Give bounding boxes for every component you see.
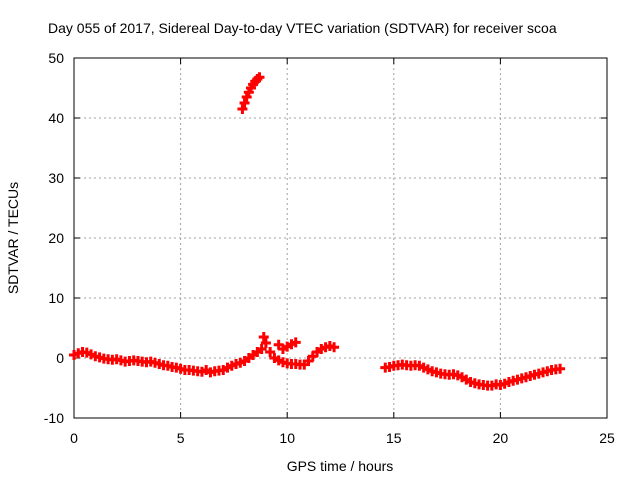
y-tick-label: 50 bbox=[48, 50, 64, 66]
y-axis-tick-labels: -10 0 10 20 30 40 50 bbox=[44, 50, 64, 426]
x-tick-label: 10 bbox=[279, 430, 295, 446]
series-segment-5 bbox=[380, 359, 566, 391]
x-axis-tick-labels: 0 5 10 15 20 25 bbox=[70, 430, 615, 446]
data-point bbox=[237, 104, 248, 114]
axis-ticks bbox=[73, 57, 608, 419]
chart-title: Day 055 of 2017, Sidereal Day-to-day VTE… bbox=[48, 20, 557, 36]
x-tick-label: 5 bbox=[177, 430, 185, 446]
data-point bbox=[254, 72, 265, 83]
data-point bbox=[258, 332, 269, 342]
x-tick-label: 20 bbox=[493, 430, 509, 446]
series-segment-3 bbox=[258, 332, 340, 370]
y-axis-title: SDTVAR / TECUs bbox=[5, 182, 21, 294]
data-point bbox=[256, 344, 267, 354]
x-tick-label: 25 bbox=[599, 430, 615, 446]
data-point bbox=[265, 347, 276, 357]
x-tick-label: 15 bbox=[386, 430, 402, 446]
data-points bbox=[69, 72, 566, 391]
y-tick-label: 30 bbox=[48, 170, 64, 186]
data-point bbox=[329, 342, 340, 353]
data-point bbox=[290, 337, 301, 348]
data-point bbox=[260, 338, 271, 348]
grid bbox=[74, 58, 607, 418]
series-segment-1 bbox=[69, 344, 267, 378]
x-tick-label: 0 bbox=[70, 430, 78, 446]
y-tick-label: 20 bbox=[48, 230, 64, 246]
y-tick-label: -10 bbox=[44, 410, 64, 426]
y-tick-label: 0 bbox=[56, 350, 64, 366]
series-segment-2 bbox=[237, 72, 265, 114]
x-axis-title: GPS time / hours bbox=[287, 458, 394, 474]
series-segment-4 bbox=[273, 337, 301, 354]
y-tick-label: 40 bbox=[48, 110, 64, 126]
data-point bbox=[239, 98, 250, 108]
data-point bbox=[555, 363, 566, 374]
y-tick-label: 10 bbox=[48, 290, 64, 306]
